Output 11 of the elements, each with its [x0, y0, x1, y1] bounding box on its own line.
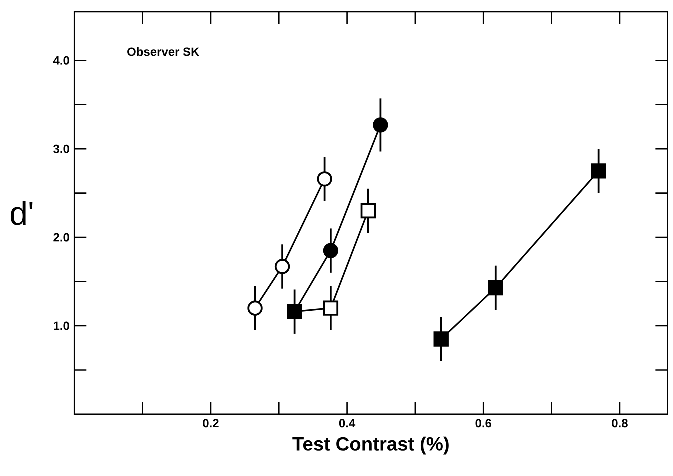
y-axis-title: d' [10, 201, 33, 226]
x-tick-label: 0.6 [476, 419, 492, 428]
y-tick-label: 4.0 [53, 56, 70, 66]
annotation: Observer SK [128, 48, 200, 56]
x-tick-label: 0.4 [339, 419, 356, 428]
x-tick-label: 0.2 [203, 419, 219, 428]
y-tick-label: 2.0 [54, 233, 70, 242]
y-tick-label: 3.0 [54, 144, 70, 154]
x-axis-title: Test Contrast (%) [292, 436, 449, 455]
x-tick-label: 0.8 [612, 419, 628, 428]
y-tick-label: 1.0 [54, 322, 70, 330]
